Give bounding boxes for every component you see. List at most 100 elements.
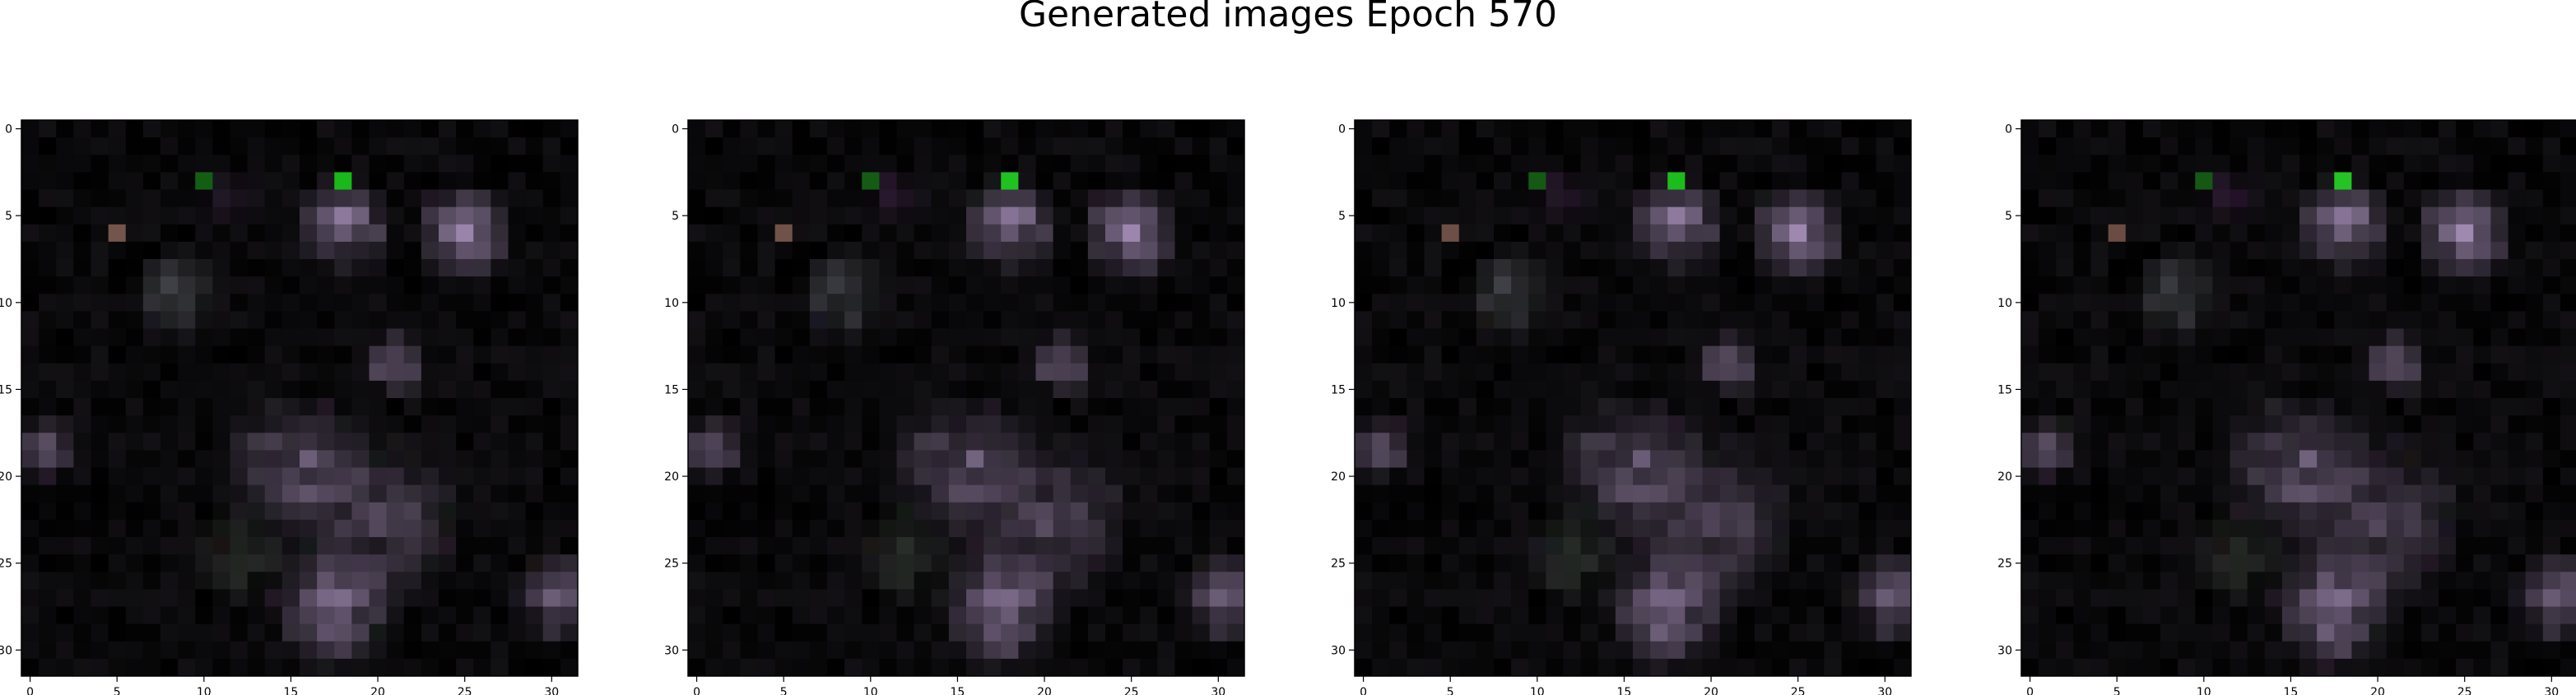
pixel: [1157, 259, 1175, 277]
pixel: [1424, 398, 1443, 416]
pixel: [1494, 120, 1512, 138]
pixel: [2125, 294, 2144, 312]
pixel: [2420, 259, 2439, 277]
y-tick-label: 20: [0, 470, 12, 484]
pixel: [1070, 241, 1089, 260]
pixel: [491, 537, 509, 555]
pixel: [1789, 519, 1807, 538]
pixel: [351, 120, 370, 138]
pixel: [705, 241, 723, 260]
pixel: [247, 363, 266, 382]
pixel: [1511, 519, 1529, 538]
pixel: [1407, 311, 1425, 329]
pixel: [1372, 241, 1390, 260]
pixel: [809, 137, 828, 155]
pixel: [73, 294, 91, 312]
pixel: [2473, 450, 2491, 468]
pixel: [2317, 519, 2335, 538]
pixel: [1789, 606, 1807, 625]
pixel: [386, 294, 405, 312]
pixel: [125, 537, 144, 555]
pixel: [1789, 484, 1807, 503]
pixel: [1893, 623, 1912, 642]
pixel: [792, 398, 811, 416]
pixel: [2403, 294, 2422, 312]
pixel: [1209, 623, 1228, 642]
pixel: [230, 241, 249, 260]
pixel: [1458, 433, 1477, 451]
pixel: [2125, 450, 2144, 468]
pixel: [2247, 537, 2266, 555]
pixel: [2490, 155, 2509, 173]
pixel: [542, 328, 561, 347]
pixel: [2542, 155, 2561, 173]
pixel: [705, 623, 723, 642]
pixel: [1893, 311, 1912, 329]
pixel: [914, 380, 932, 399]
pixel: [1053, 484, 1072, 503]
pixel: [1772, 328, 1790, 347]
pixel: [2473, 623, 2491, 642]
pixel: [2090, 467, 2109, 486]
pixel: [1737, 189, 1755, 208]
pixel: [2195, 137, 2213, 155]
pixel: [1087, 467, 1106, 486]
pixel: [456, 589, 474, 607]
pixel: [809, 363, 828, 382]
pixel: [2125, 120, 2144, 138]
pixel: [2073, 206, 2091, 225]
pixel: [2108, 589, 2127, 607]
pixel: [525, 502, 544, 521]
pixel: [1650, 224, 1668, 243]
pixel: [1580, 380, 1599, 399]
pixel: [1458, 294, 1477, 312]
pixel: [809, 519, 828, 538]
pixel: [948, 572, 967, 590]
pixel: [439, 658, 457, 677]
pixel: [2039, 537, 2057, 555]
pixel: [2490, 519, 2509, 538]
pixel: [2125, 363, 2144, 382]
pixel: [931, 189, 950, 208]
pixel: [914, 623, 932, 642]
pixel: [421, 311, 439, 329]
pixel: [792, 241, 811, 260]
pixel: [1035, 172, 1054, 190]
pixel: [212, 189, 230, 208]
pixel: [948, 537, 967, 555]
pixel: [195, 189, 213, 208]
pixel: [1372, 345, 1390, 364]
pixel: [21, 311, 40, 329]
pixel: [439, 206, 457, 225]
pixel: [1876, 155, 1895, 173]
pixel: [2160, 572, 2178, 590]
pixel: [723, 137, 741, 155]
pixel: [774, 294, 793, 312]
pixel: [1226, 623, 1245, 642]
pixel: [2456, 363, 2474, 382]
pixel: [2108, 328, 2127, 347]
pixel: [1685, 328, 1703, 347]
pixel: [792, 259, 811, 277]
pixel: [2490, 467, 2509, 486]
pixel: [948, 433, 967, 451]
pixel: [421, 345, 439, 364]
pixel: [2230, 415, 2248, 433]
pixel: [931, 433, 950, 451]
pixel: [1824, 189, 1842, 208]
pixel: [21, 224, 40, 243]
pixel: [125, 294, 144, 312]
pixel: [2230, 433, 2248, 451]
pixel: [1174, 589, 1193, 607]
pixel: [896, 380, 915, 399]
pixel: [160, 363, 179, 382]
pixel: [1876, 398, 1895, 416]
pixel: [1018, 658, 1036, 677]
pixel: [264, 241, 283, 260]
pixel: [1615, 554, 1634, 572]
pixel: [1192, 155, 1211, 173]
pixel: [1209, 241, 1228, 260]
pixel: [1719, 554, 1738, 572]
pixel: [1806, 206, 1825, 225]
pixel: [827, 415, 845, 433]
